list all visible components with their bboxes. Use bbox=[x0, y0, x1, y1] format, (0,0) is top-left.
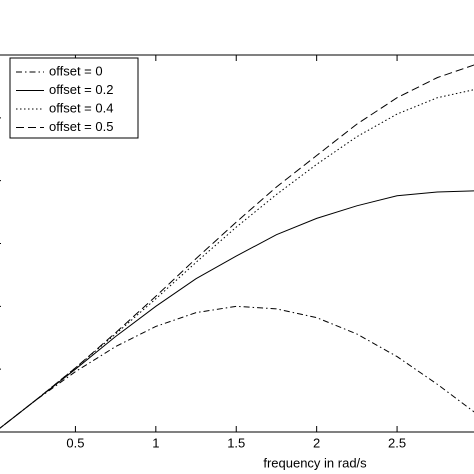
legend-label: offset = 0.2 bbox=[49, 82, 113, 97]
series-line bbox=[0, 305, 474, 429]
legend-label: offset = 0.4 bbox=[49, 100, 113, 115]
series-line bbox=[0, 190, 474, 429]
legend-label: offset = 0.5 bbox=[49, 119, 113, 134]
x-axis-label: frequency in rad/s bbox=[263, 455, 367, 470]
legend-box bbox=[9, 57, 139, 139]
legend: offset = 0 offset = 0.2 offset = 0.4 offset… bbox=[9, 57, 139, 139]
plot-frame bbox=[0, 54, 474, 433]
x-tick-label: 2.5 bbox=[388, 435, 406, 450]
x-tick-label: 1 bbox=[152, 435, 159, 450]
x-tick-label: 0.5 bbox=[66, 435, 84, 450]
x-tick-label: 2 bbox=[313, 435, 320, 450]
series-line bbox=[0, 64, 474, 429]
x-tick-label: 1.5 bbox=[227, 435, 245, 450]
legend-label: offset = 0 bbox=[49, 63, 103, 78]
